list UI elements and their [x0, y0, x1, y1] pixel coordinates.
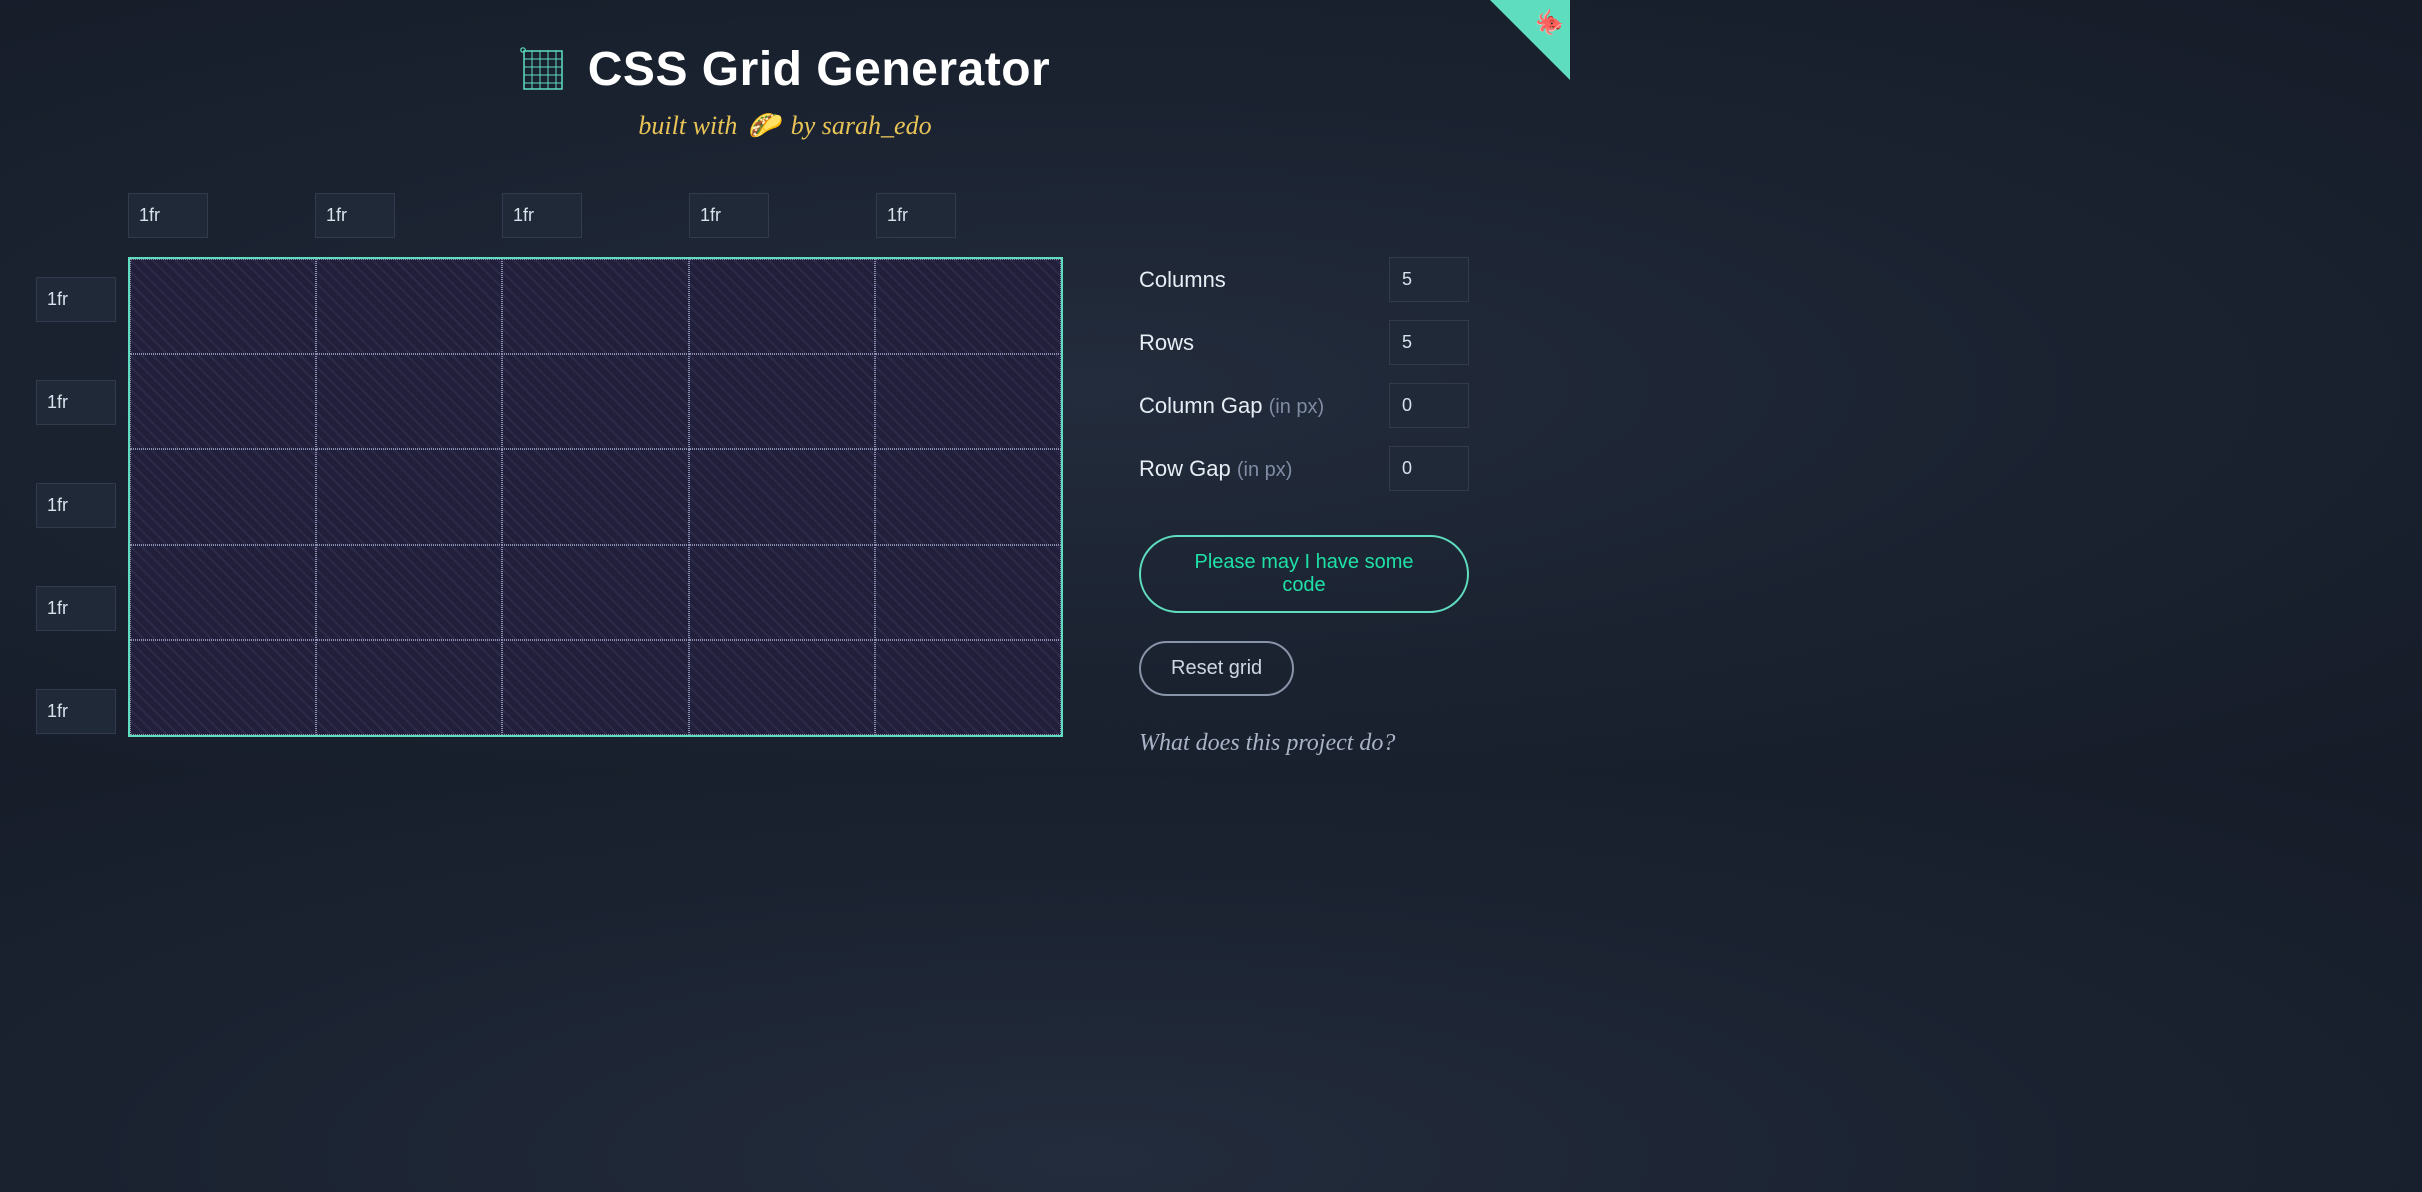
row-size-inputs	[36, 277, 116, 792]
grid-cell[interactable]	[875, 449, 1061, 544]
github-corner[interactable]	[1490, 0, 1570, 80]
column-size-input[interactable]	[502, 193, 582, 238]
grid-editor	[36, 193, 1063, 737]
row-gap-hint: (in px)	[1237, 459, 1293, 481]
grid-logo-icon	[520, 47, 566, 93]
subtitle-prefix: built with	[638, 111, 737, 140]
grid-preview[interactable]	[128, 257, 1063, 737]
grid-cell[interactable]	[502, 449, 688, 544]
grid-cell[interactable]	[130, 259, 316, 354]
grid-cell[interactable]	[875, 354, 1061, 449]
grid-cell[interactable]	[689, 354, 875, 449]
what-does-this-do-link[interactable]: What does this project do?	[1139, 730, 1469, 757]
column-gap-hint: (in px)	[1269, 396, 1325, 418]
header: CSS Grid Generator built with 🌮 by sarah…	[0, 0, 1570, 141]
grid-cell[interactable]	[316, 449, 502, 544]
grid-cell[interactable]	[689, 259, 875, 354]
generate-code-button[interactable]: Please may I have some code	[1139, 535, 1469, 613]
row-size-input[interactable]	[36, 380, 116, 425]
grid-cell[interactable]	[689, 640, 875, 735]
column-gap-label: Column Gap (in px)	[1139, 393, 1324, 419]
controls-panel: Columns Rows Column Gap (in px) Row Gap …	[1139, 257, 1469, 757]
grid-cell[interactable]	[316, 354, 502, 449]
column-size-input[interactable]	[689, 193, 769, 238]
subtitle-by: by	[791, 111, 816, 140]
grid-cell[interactable]	[875, 259, 1061, 354]
column-gap-label-text: Column Gap	[1139, 393, 1263, 418]
grid-cell[interactable]	[502, 545, 688, 640]
column-size-inputs	[128, 193, 1063, 238]
row-size-input[interactable]	[36, 586, 116, 631]
grid-cell[interactable]	[689, 545, 875, 640]
row-gap-input[interactable]	[1389, 446, 1469, 491]
grid-cell[interactable]	[316, 545, 502, 640]
grid-cell[interactable]	[502, 259, 688, 354]
page-title: CSS Grid Generator	[588, 42, 1050, 97]
row-gap-label: Row Gap (in px)	[1139, 456, 1292, 482]
column-size-input[interactable]	[128, 193, 208, 238]
columns-input[interactable]	[1389, 257, 1469, 302]
reset-grid-button[interactable]: Reset grid	[1139, 641, 1294, 696]
columns-label: Columns	[1139, 267, 1226, 293]
grid-cell[interactable]	[130, 354, 316, 449]
column-size-input[interactable]	[315, 193, 395, 238]
column-size-input[interactable]	[876, 193, 956, 238]
grid-cell[interactable]	[689, 449, 875, 544]
grid-cell[interactable]	[130, 449, 316, 544]
grid-cell[interactable]	[130, 545, 316, 640]
grid-cell[interactable]	[502, 354, 688, 449]
subtitle-author[interactable]: sarah_edo	[822, 111, 932, 140]
grid-cell[interactable]	[875, 545, 1061, 640]
row-size-input[interactable]	[36, 277, 116, 322]
subtitle: built with 🌮 by sarah_edo	[0, 111, 1570, 141]
grid-cell[interactable]	[316, 640, 502, 735]
column-gap-input[interactable]	[1389, 383, 1469, 428]
row-gap-label-text: Row Gap	[1139, 456, 1231, 481]
rows-input[interactable]	[1389, 320, 1469, 365]
rows-label: Rows	[1139, 330, 1194, 356]
grid-cell[interactable]	[502, 640, 688, 735]
grid-cell[interactable]	[316, 259, 502, 354]
row-size-input[interactable]	[36, 483, 116, 528]
taco-icon: 🌮	[748, 111, 780, 140]
grid-cell[interactable]	[875, 640, 1061, 735]
row-size-input[interactable]	[36, 689, 116, 734]
grid-cell[interactable]	[130, 640, 316, 735]
